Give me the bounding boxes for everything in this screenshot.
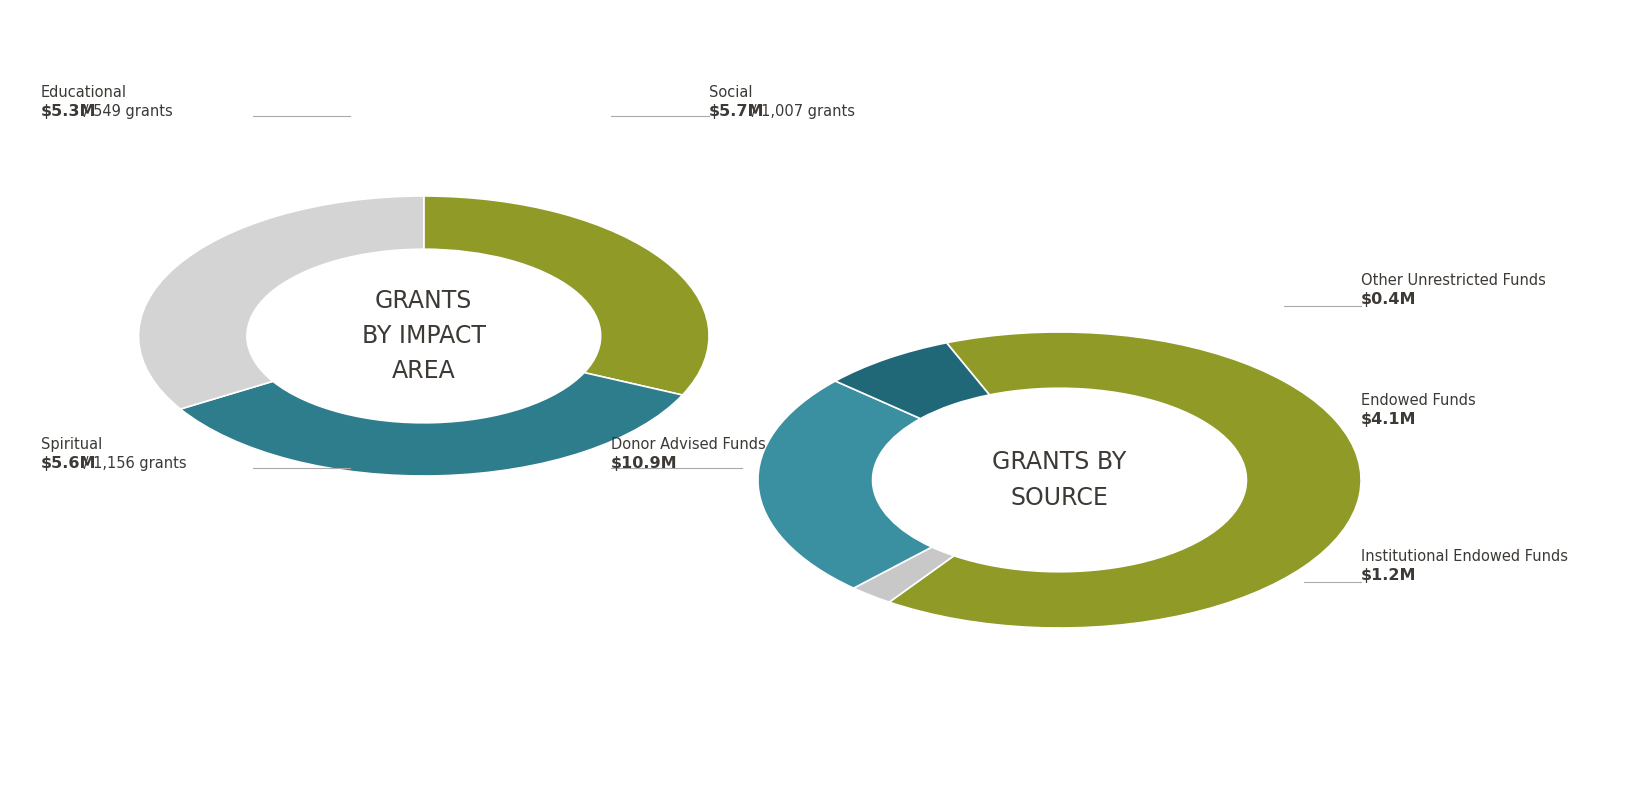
Text: Endowed Funds: Endowed Funds: [1361, 393, 1475, 408]
Text: Donor Advised Funds: Donor Advised Funds: [611, 437, 766, 452]
Text: GRANTS
BY IMPACT
AREA: GRANTS BY IMPACT AREA: [362, 289, 486, 383]
Text: / 1,007 grants: / 1,007 grants: [747, 104, 854, 119]
Text: $0.4M: $0.4M: [1361, 292, 1416, 307]
Text: Other Unrestricted Funds: Other Unrestricted Funds: [1361, 273, 1545, 288]
Wedge shape: [758, 381, 932, 588]
Text: GRANTS BY
SOURCE: GRANTS BY SOURCE: [993, 450, 1126, 510]
Text: / 1,156 grants: / 1,156 grants: [78, 456, 186, 471]
Wedge shape: [424, 196, 709, 395]
Wedge shape: [890, 332, 1361, 628]
Text: Institutional Endowed Funds: Institutional Endowed Funds: [1361, 549, 1568, 564]
Text: $1.2M: $1.2M: [1361, 568, 1416, 583]
Text: $5.6M: $5.6M: [41, 456, 96, 471]
Text: / 549 grants: / 549 grants: [78, 104, 173, 119]
Text: $4.1M: $4.1M: [1361, 412, 1416, 427]
Wedge shape: [181, 373, 683, 476]
Wedge shape: [835, 342, 989, 418]
Text: Social: Social: [709, 85, 753, 100]
Text: $5.7M: $5.7M: [709, 104, 764, 119]
Wedge shape: [854, 547, 954, 602]
Text: $10.9M: $10.9M: [611, 456, 678, 471]
Text: Educational: Educational: [41, 85, 127, 100]
Text: Spiritual: Spiritual: [41, 437, 103, 452]
Wedge shape: [139, 196, 424, 409]
Text: $5.3M: $5.3M: [41, 104, 96, 119]
